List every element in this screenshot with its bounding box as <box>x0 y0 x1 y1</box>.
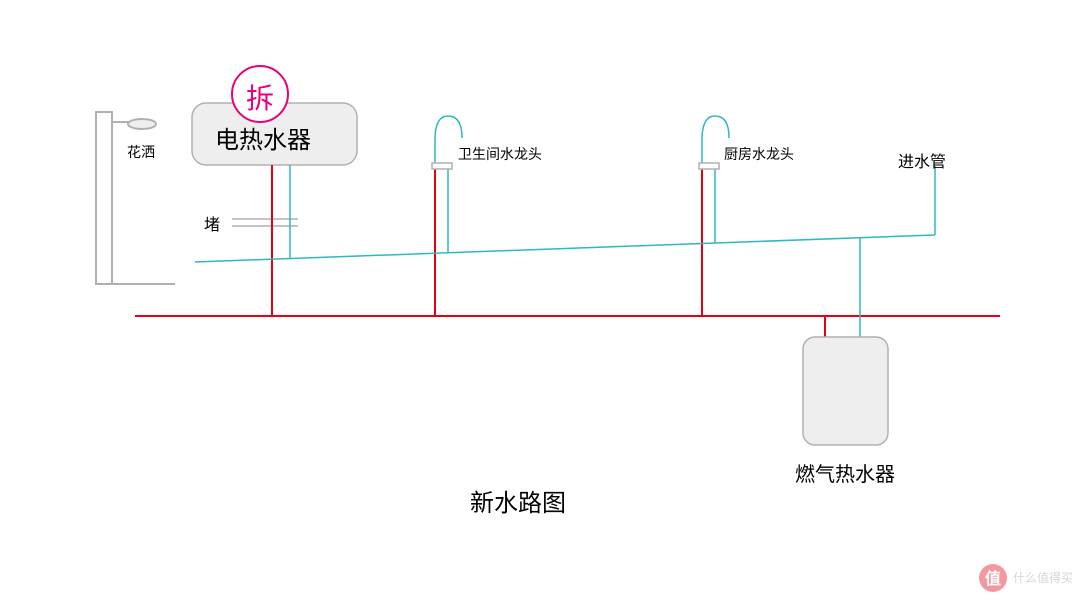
demolish-label: 拆 <box>246 77 274 117</box>
shower-fixture <box>96 112 175 284</box>
block-lines <box>232 219 298 226</box>
watermark: 值 什么值得买 <box>979 564 1073 592</box>
shower-label: 花洒 <box>127 142 155 162</box>
bathroom-tap-label: 卫生间水龙头 <box>458 144 542 164</box>
svg-text:值: 值 <box>985 569 1001 588</box>
electric-heater-label: 电热水器 <box>215 120 311 155</box>
hot-pipes <box>135 165 1000 337</box>
diagram-title: 新水路图 <box>470 483 566 518</box>
inlet-label: 进水管 <box>898 148 946 172</box>
svg-text:什么值得买: 什么值得买 <box>1013 570 1073 585</box>
block-label: 堵 <box>204 211 220 235</box>
kitchen-tap-label: 厨房水龙头 <box>724 144 794 164</box>
gas-heater-box <box>803 337 888 445</box>
gas-heater-label: 燃气热水器 <box>795 458 895 487</box>
